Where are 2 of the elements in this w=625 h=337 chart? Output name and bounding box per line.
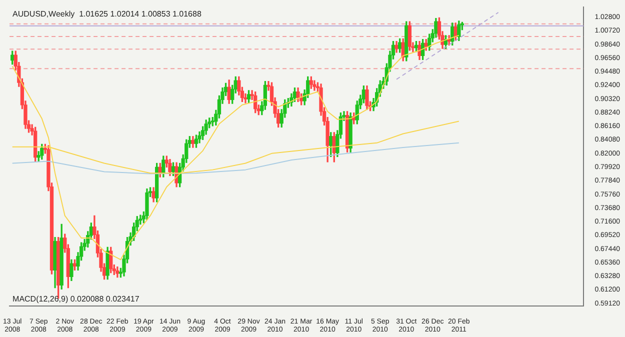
chart-title: AUDUSD,Weekly 1.01625 1.02014 1.00853 1.01688 [12,9,202,18]
annotation: MACD(12,26,9) 0.020088 0.023417 [12,294,140,304]
